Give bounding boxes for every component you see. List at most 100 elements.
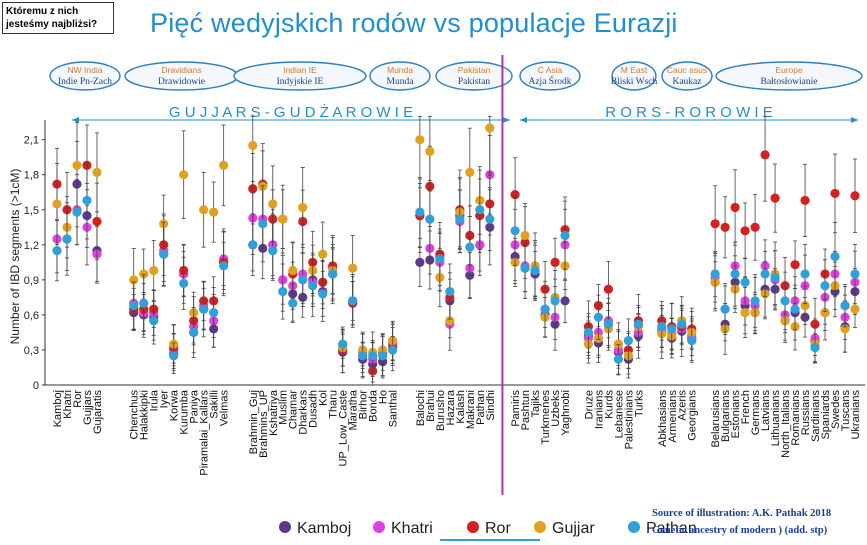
x-tick-label: Swedes xyxy=(830,390,842,430)
point-pathan xyxy=(308,281,318,291)
point-ror xyxy=(603,284,614,294)
x-tick-label: Georgians xyxy=(687,390,699,441)
point-pathan xyxy=(129,300,139,311)
region-oval-label: Pakistan xyxy=(458,77,490,87)
point-pathan xyxy=(338,339,348,349)
x-tick-label: Kol xyxy=(318,390,330,406)
x-tick-label: Kalash xyxy=(455,390,467,424)
point-pathan xyxy=(800,269,810,279)
point-pathan xyxy=(348,296,358,306)
point-gujjar xyxy=(52,199,62,209)
legend-label-pathan: Pathan xyxy=(646,520,697,537)
x-tick-label: Yaghnobi xyxy=(560,390,572,436)
gujjars-banner-arrowhead-left xyxy=(72,117,79,123)
x-tick-label: Armenians xyxy=(667,390,679,443)
x-tick-label: Turkmenes xyxy=(540,390,552,445)
y-tick-label: 1,2 xyxy=(24,240,39,252)
x-tick-label: French xyxy=(740,390,752,424)
legend-swatch-ror xyxy=(467,521,479,533)
point-pathan xyxy=(677,319,687,329)
point-gujjar xyxy=(348,263,358,273)
point-ror xyxy=(510,189,520,200)
point-ror xyxy=(770,193,780,203)
point-ror xyxy=(740,226,750,236)
point-pathan xyxy=(52,246,62,256)
point-gujjar xyxy=(92,167,102,177)
point-gujjar xyxy=(72,160,82,170)
x-tick-label: Estonians xyxy=(730,390,742,439)
x-tick-label: Ukranians xyxy=(850,390,862,440)
x-tick-label: Dusadh xyxy=(308,390,320,428)
x-tick-label: Romanians xyxy=(790,390,802,446)
x-tick-label: Azeris xyxy=(677,390,689,421)
point-gujjar xyxy=(199,205,209,215)
legend-swatch-pathan xyxy=(628,521,640,533)
region-oval-code: C Asia xyxy=(538,65,563,75)
point-gujjar xyxy=(139,269,149,279)
point-gujjar xyxy=(485,123,495,133)
x-tick-label: Spaniards xyxy=(820,390,832,440)
x-tick-label: Hazara xyxy=(445,389,457,425)
point-gujjar xyxy=(445,316,455,326)
point-pathan xyxy=(560,230,570,241)
x-tick-label: Latvians xyxy=(760,390,772,431)
chart-legend: Kamboj Khatri Ror Gujjar Pathan xyxy=(279,520,697,541)
point-pathan xyxy=(820,281,830,291)
legend-swatch-gujjar xyxy=(534,521,546,533)
x-tick-label: Brahui xyxy=(425,390,437,422)
point-pathan xyxy=(82,195,92,206)
region-oval xyxy=(611,61,657,91)
point-gujjar xyxy=(740,307,750,318)
y-axis-label: Number of IBD segments (>1cM) xyxy=(8,169,22,345)
x-tick-label: Muslim xyxy=(278,390,290,425)
point-gujjar xyxy=(820,307,830,318)
point-gujjar xyxy=(318,249,328,259)
point-ror xyxy=(730,202,740,213)
x-tick-label: Chamar xyxy=(288,390,300,429)
x-tick-label: Gujjars xyxy=(82,390,94,425)
x-tick-label: Maratha xyxy=(348,389,360,430)
point-pathan xyxy=(445,286,455,297)
point-pathan xyxy=(435,254,445,264)
legend-label-ror: Ror xyxy=(485,520,511,537)
x-tick-label: Palestinians xyxy=(623,390,635,450)
point-pathan xyxy=(730,269,740,279)
point-gujjar xyxy=(850,304,860,314)
point-gujjar xyxy=(800,300,810,311)
x-tick-label: Belarusians xyxy=(710,390,722,448)
x-tick-label: UP_Low_Caste xyxy=(338,390,350,466)
chart-marks xyxy=(52,115,860,386)
point-pathan xyxy=(720,304,730,314)
source-note-line1: Source of illustration: A.K. Pathak 2018 xyxy=(652,508,832,519)
point-pathan xyxy=(199,304,209,314)
point-pathan xyxy=(583,327,594,338)
point-pathan xyxy=(485,214,495,224)
point-gujjar xyxy=(219,160,229,170)
x-tick-label: Korwa xyxy=(169,389,181,421)
legend-label-khatri: Khatri xyxy=(391,520,433,537)
point-pathan xyxy=(593,312,604,322)
point-gujjar xyxy=(129,275,139,285)
x-tick-label: Kurumba xyxy=(179,389,191,435)
x-tick-label: Turks xyxy=(633,390,645,418)
y-tick-label: 2,1 xyxy=(24,135,39,147)
point-pathan xyxy=(465,242,475,252)
region-oval-label: Indie Pn-Zach xyxy=(58,77,112,87)
point-pathan xyxy=(219,261,229,271)
point-pathan xyxy=(72,207,82,217)
region-oval-code: Pakistan xyxy=(458,65,491,75)
y-tick-label: 0,6 xyxy=(24,310,39,322)
point-pathan xyxy=(425,214,435,224)
x-tick-label: Pashtun xyxy=(520,390,532,430)
x-tick-label: Sardinians xyxy=(810,390,822,442)
point-pathan xyxy=(169,351,179,361)
region-oval-label: Indyjskie IE xyxy=(277,77,324,87)
point-pathan xyxy=(159,249,169,259)
x-tick-label: Balochi xyxy=(415,390,427,426)
region-oval xyxy=(369,61,431,91)
point-pathan xyxy=(475,205,485,215)
point-pathan xyxy=(209,307,219,318)
point-gujjar xyxy=(179,170,189,180)
corner-note: Któremu z nich jesteśmy najbliżsi? xyxy=(2,2,114,34)
